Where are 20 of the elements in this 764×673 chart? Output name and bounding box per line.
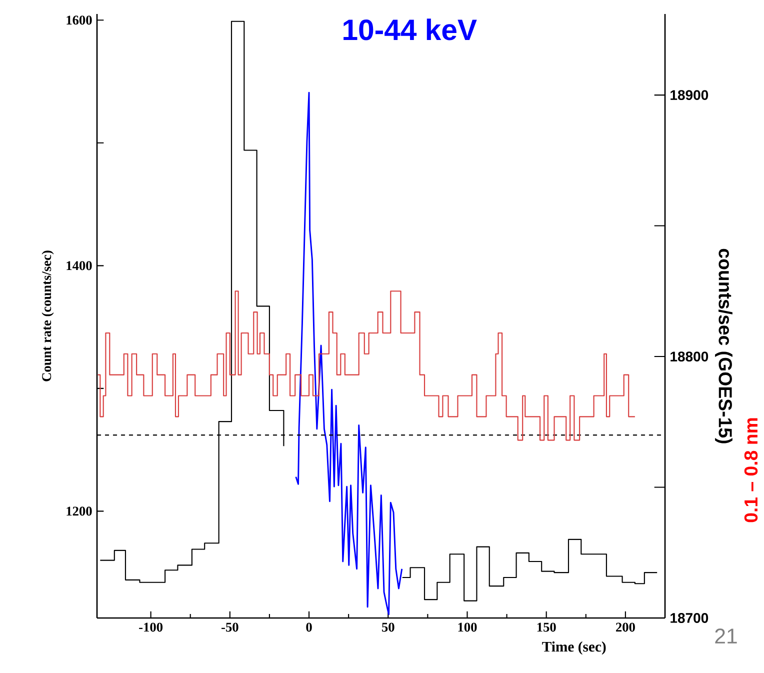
text: 10-44 keV bbox=[344, 18, 477, 40]
x-tick-label: -50 bbox=[222, 622, 238, 632]
x-axis-title: Time (sec) bbox=[542, 641, 606, 655]
y2-tick-label: 18900 bbox=[670, 90, 708, 100]
y-tick-label: 1200 bbox=[66, 506, 92, 516]
y2-tick-label: 18700 bbox=[670, 613, 708, 623]
x-tick-label: -100 bbox=[139, 622, 163, 632]
x-tick-label: 50 bbox=[382, 622, 394, 632]
y-tick-label: 1600 bbox=[66, 16, 92, 25]
y2-axis-title: counts/sec (GOES-15) bbox=[715, 248, 732, 444]
text: 21 bbox=[715, 628, 737, 644]
x-tick-label: 200 bbox=[616, 622, 635, 632]
line-series bbox=[295, 92, 403, 616]
x-tick-label: 0 bbox=[306, 622, 312, 632]
y2-tick-label: 18800 bbox=[670, 352, 708, 362]
y-tick-label: 1400 bbox=[66, 261, 92, 270]
x-tick-label: 100 bbox=[458, 622, 477, 632]
x-tick-label: 150 bbox=[537, 622, 556, 632]
y-axis-title: Count rate (counts/sec) bbox=[42, 250, 54, 382]
text: 0.1 – 0.8 nm bbox=[744, 418, 758, 522]
